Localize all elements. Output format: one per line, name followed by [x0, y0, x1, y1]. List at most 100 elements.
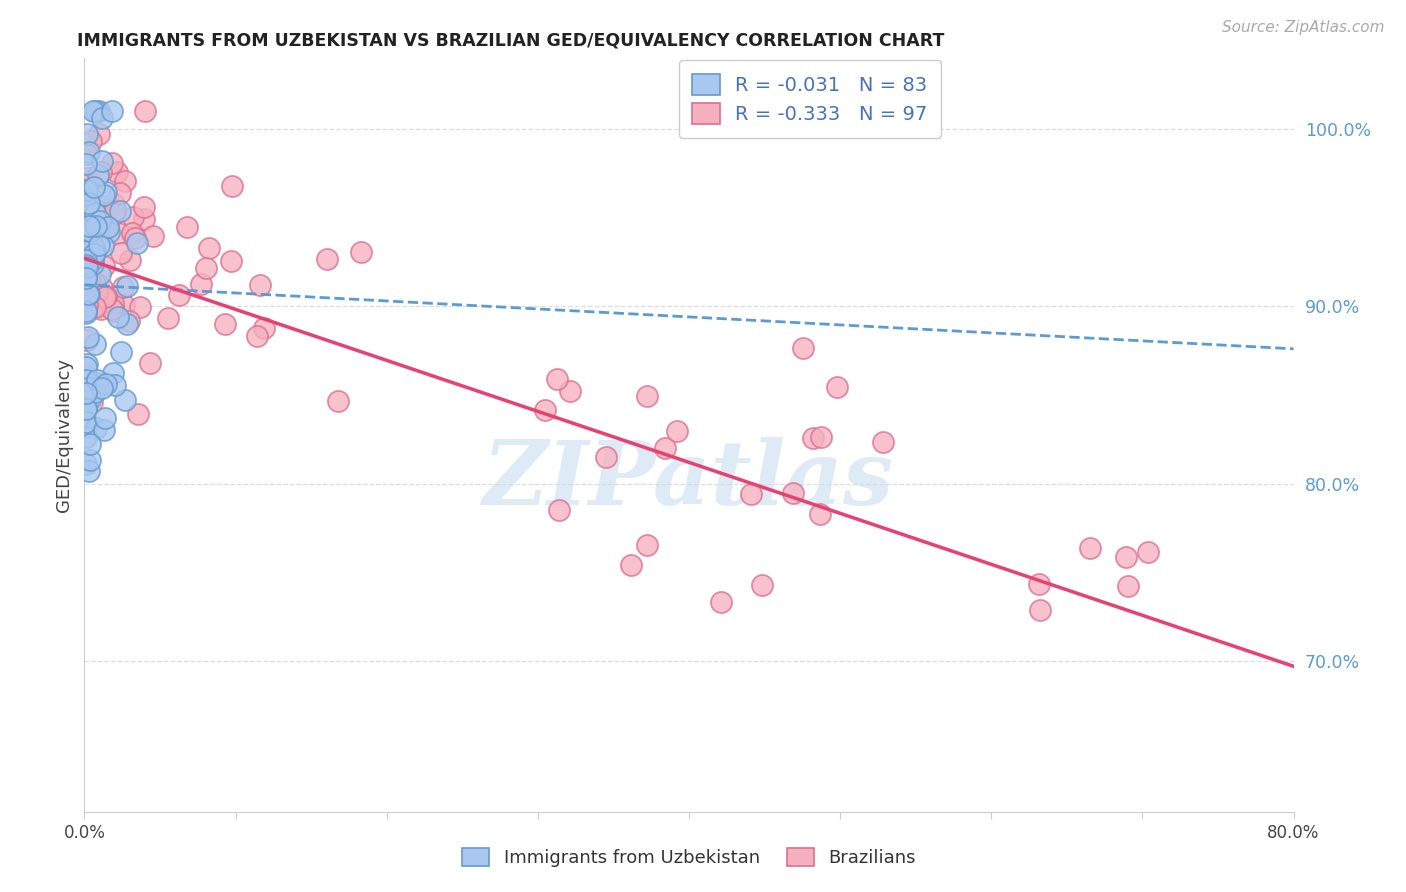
Point: [110, 246, 132, 260]
Point: [77, 145, 100, 159]
Point: [97, 220, 120, 235]
Legend: Immigrants from Uzbekistan, Brazilians: Immigrants from Uzbekistan, Brazilians: [454, 840, 924, 874]
Point: [91, 281, 114, 295]
Point: [86, 285, 108, 299]
Point: [782, 485, 804, 500]
Point: [89, 214, 111, 228]
Point: [620, 558, 643, 572]
Point: [75, 156, 97, 170]
Point: [808, 507, 831, 521]
Point: [80, 231, 103, 245]
Point: [86, 373, 108, 387]
Point: [83, 246, 105, 260]
Point: [654, 442, 676, 456]
Point: [91, 381, 114, 395]
Point: [83, 282, 105, 296]
Point: [114, 174, 136, 188]
Point: [792, 341, 814, 355]
Point: [114, 392, 136, 407]
Point: [76, 357, 98, 371]
Point: [156, 310, 179, 325]
Point: [111, 280, 134, 294]
Point: [96, 289, 118, 303]
Point: [84, 300, 107, 314]
Point: [115, 318, 138, 332]
Point: [77, 273, 100, 287]
Point: [595, 450, 617, 465]
Point: [103, 207, 125, 221]
Point: [91, 239, 114, 253]
Point: [104, 202, 127, 217]
Point: [219, 253, 242, 268]
Point: [89, 299, 111, 313]
Point: [142, 229, 165, 244]
Point: [79, 392, 101, 407]
Point: [195, 260, 218, 275]
Point: [197, 241, 219, 255]
Point: [90, 165, 112, 179]
Point: [110, 204, 132, 219]
Point: [1029, 603, 1052, 617]
Point: [101, 301, 124, 316]
Point: [110, 345, 132, 359]
Point: [80, 394, 103, 409]
Point: [91, 112, 114, 126]
Point: [75, 270, 97, 285]
Point: [94, 186, 117, 200]
Point: [87, 128, 110, 142]
Point: [84, 384, 107, 399]
Point: [84, 219, 107, 234]
Point: [84, 336, 107, 351]
Point: [75, 368, 97, 383]
Point: [82, 252, 104, 266]
Text: Source: ZipAtlas.com: Source: ZipAtlas.com: [1222, 20, 1385, 35]
Point: [76, 227, 98, 242]
Point: [77, 286, 100, 301]
Point: [107, 310, 129, 325]
Point: [825, 380, 848, 394]
Point: [75, 303, 97, 318]
Point: [80, 250, 103, 264]
Point: [76, 223, 98, 237]
Point: [75, 253, 97, 268]
Point: [77, 287, 100, 301]
Point: [134, 104, 156, 119]
Point: [75, 373, 97, 387]
Point: [167, 288, 190, 302]
Point: [249, 277, 271, 292]
Point: [75, 271, 97, 285]
Point: [89, 104, 111, 119]
Point: [101, 296, 124, 310]
Point: [75, 430, 97, 444]
Point: [79, 453, 101, 467]
Point: [801, 431, 824, 445]
Point: [77, 219, 100, 233]
Point: [75, 401, 97, 415]
Point: [76, 128, 98, 142]
Point: [316, 252, 339, 267]
Point: [75, 306, 97, 320]
Point: [105, 164, 128, 178]
Point: [83, 179, 105, 194]
Point: [93, 423, 115, 437]
Point: [80, 248, 103, 262]
Point: [546, 372, 568, 386]
Point: [115, 278, 138, 293]
Point: [666, 424, 689, 438]
Point: [872, 435, 894, 450]
Point: [176, 220, 198, 235]
Point: [77, 188, 100, 202]
Point: [810, 430, 832, 444]
Point: [76, 189, 98, 203]
Point: [134, 200, 156, 214]
Point: [1080, 541, 1102, 555]
Point: [138, 356, 160, 370]
Point: [79, 224, 101, 238]
Point: [76, 373, 98, 387]
Point: [76, 420, 98, 434]
Point: [350, 245, 373, 260]
Point: [76, 252, 98, 267]
Point: [103, 367, 125, 381]
Point: [84, 276, 107, 290]
Point: [125, 236, 148, 251]
